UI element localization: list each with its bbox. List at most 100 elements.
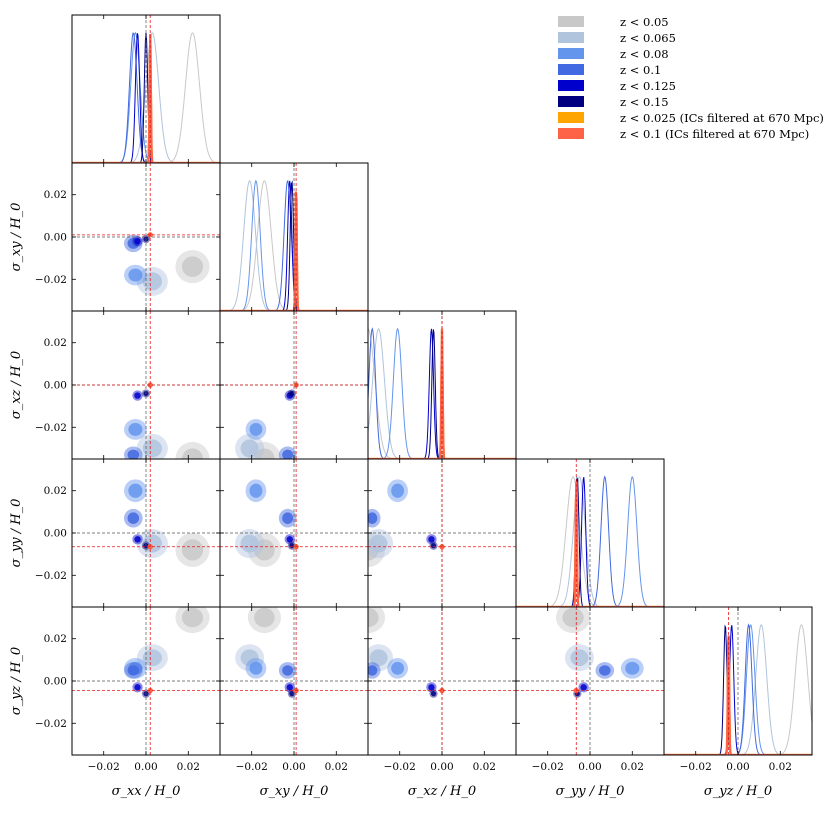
legend-swatch [558, 96, 584, 107]
contour-inner-z-0-1 [127, 449, 140, 459]
x-axis-label: σ_xz / H_0 [408, 784, 476, 799]
legend-swatch [558, 48, 584, 59]
legend-item: z < 0.08 [558, 47, 669, 61]
x-tick-label: 0.00 [282, 761, 305, 773]
contour-inner-z-0-065 [369, 534, 388, 553]
contour-inner-z-0-05 [181, 448, 204, 459]
legend-swatch [558, 80, 584, 91]
contour-inner-z-0-065 [142, 272, 162, 291]
contour-inner-z-0-08 [128, 268, 143, 282]
legend-label: z < 0.065 [620, 31, 676, 45]
y-tick-label: 0.00 [44, 232, 67, 244]
contour-inner-z-0-125 [134, 536, 141, 543]
curve-z-0-05 [72, 32, 220, 163]
y-tick-label: 0.00 [44, 676, 67, 688]
x-tick-label: −0.02 [88, 761, 120, 773]
panel-0-0 [71, 14, 221, 164]
legend-label: z < 0.025 (ICs filtered at 670 Mpc) [620, 111, 824, 125]
contour-inner-z-0-08 [128, 422, 143, 436]
panel-3-2 [367, 458, 517, 608]
y-tick-label: −0.02 [35, 274, 67, 286]
x-tick-label: 0.00 [726, 761, 749, 773]
contour-inner-z-0-1 [127, 665, 140, 676]
contour-inner-z-0-125 [286, 536, 293, 543]
contour-inner-z-0-065 [570, 649, 589, 667]
x-axis-label: σ_yy / H_0 [556, 784, 625, 799]
point-z-0-1-ics-filtered-at-670-mpc- [439, 687, 445, 694]
legend-label: z < 0.125 [620, 79, 676, 93]
contour-inner-z-0-125 [428, 536, 435, 543]
legend-item: z < 0.125 [558, 79, 676, 93]
contour-inner-z-0-1 [368, 512, 378, 524]
contour-inner-z-0-125 [580, 684, 587, 691]
contour-inner-z-0-065 [240, 649, 259, 667]
contour-inner-z-0-08 [391, 661, 405, 675]
curve-z-0-065 [368, 328, 516, 459]
curve-z-0-08 [220, 179, 368, 311]
contour-inner-z-0-1 [282, 512, 294, 524]
legend-item: z < 0.05 [558, 15, 669, 29]
contour-inner-z-0-1 [282, 665, 294, 676]
legend-swatch [558, 128, 584, 139]
y-axis-label: σ_xy / H_0 [9, 203, 24, 272]
curve-z-0-15 [664, 624, 812, 755]
contour-inner-z-0-065 [240, 534, 259, 553]
legend-swatch [558, 32, 584, 43]
legend-swatch [558, 64, 584, 75]
x-tick-label: 0.02 [325, 761, 348, 773]
contour-inner-z-0-125 [428, 684, 435, 691]
panel-2-0: −0.02 0.00 0.02 σ_xz / H_0 [9, 310, 221, 460]
y-axis-label: σ_xz / H_0 [9, 351, 24, 419]
x-tick-label: 0.00 [578, 761, 601, 773]
curve-z-0-08 [72, 31, 220, 163]
contour-inner-z-0-08 [128, 483, 143, 498]
panel-2-2 [367, 310, 517, 460]
legend-item: z < 0.1 [558, 63, 661, 77]
panel-3-3 [515, 458, 665, 608]
contour-inner-z-0-08 [249, 661, 263, 675]
y-tick-label: 0.00 [44, 528, 67, 540]
panel-2-1 [219, 310, 369, 460]
y-tick-label: 0.02 [44, 337, 67, 349]
x-tick-label: 0.02 [177, 761, 200, 773]
contour-inner-z-0-15 [289, 390, 295, 397]
legend-item: z < 0.15 [558, 95, 669, 109]
legend-label: z < 0.05 [620, 15, 669, 29]
panel-4-4: −0.02 0.00 0.02 σ_yz / H_0 [663, 606, 813, 799]
y-axis-label: σ_yz / H_0 [9, 647, 24, 715]
contour-inner-z-0-08 [249, 422, 263, 436]
curve-z-0-05 [664, 624, 812, 755]
legend-item: z < 0.1 (ICs filtered at 670 Mpc) [558, 127, 809, 141]
y-tick-label: 0.02 [44, 633, 67, 645]
x-tick-label: 0.00 [430, 761, 453, 773]
panel-1-1 [219, 162, 369, 312]
x-tick-label: 0.00 [134, 761, 157, 773]
curve-z-0-1-ics-filtered-at-670-mpc- [72, 33, 220, 163]
contour-inner-z-0-065 [240, 439, 259, 458]
curve-z-0-08 [516, 476, 664, 607]
contour-inner-z-0-05 [181, 256, 204, 277]
point-z-0-1-ics-filtered-at-670-mpc- [147, 382, 153, 388]
x-tick-label: −0.02 [384, 761, 416, 773]
y-tick-label: −0.02 [35, 422, 67, 434]
contour-inner-z-0-08 [249, 483, 263, 498]
contour-inner-z-0-05 [181, 607, 204, 628]
contour-inner-z-0-05 [254, 607, 275, 628]
x-tick-label: −0.02 [680, 761, 712, 773]
legend: z < 0.05 z < 0.065 z < 0.08 z < 0.1 z < 0.12… [558, 15, 824, 141]
contour-inner-z-0-1 [282, 449, 294, 459]
contour-inner-z-0-1 [127, 512, 140, 524]
contour-inner-z-0-05 [181, 539, 204, 561]
y-tick-label: 0.02 [44, 485, 67, 497]
contour-inner-z-0-125 [134, 238, 141, 245]
x-tick-label: 0.02 [473, 761, 496, 773]
curve-z-0-025-ics-filtered-at-670-mpc- [72, 33, 220, 163]
contour-inner-z-0-08 [625, 661, 640, 675]
contour-inner-z-0-1 [599, 665, 611, 676]
curve-z-0-08 [368, 327, 516, 459]
panel-3-0: −0.02 0.00 0.02 σ_yy / H_0 [9, 458, 221, 608]
legend-label: z < 0.15 [620, 95, 669, 109]
x-tick-label: −0.02 [236, 761, 268, 773]
y-tick-label: −0.02 [35, 570, 67, 582]
legend-swatch [558, 16, 584, 27]
